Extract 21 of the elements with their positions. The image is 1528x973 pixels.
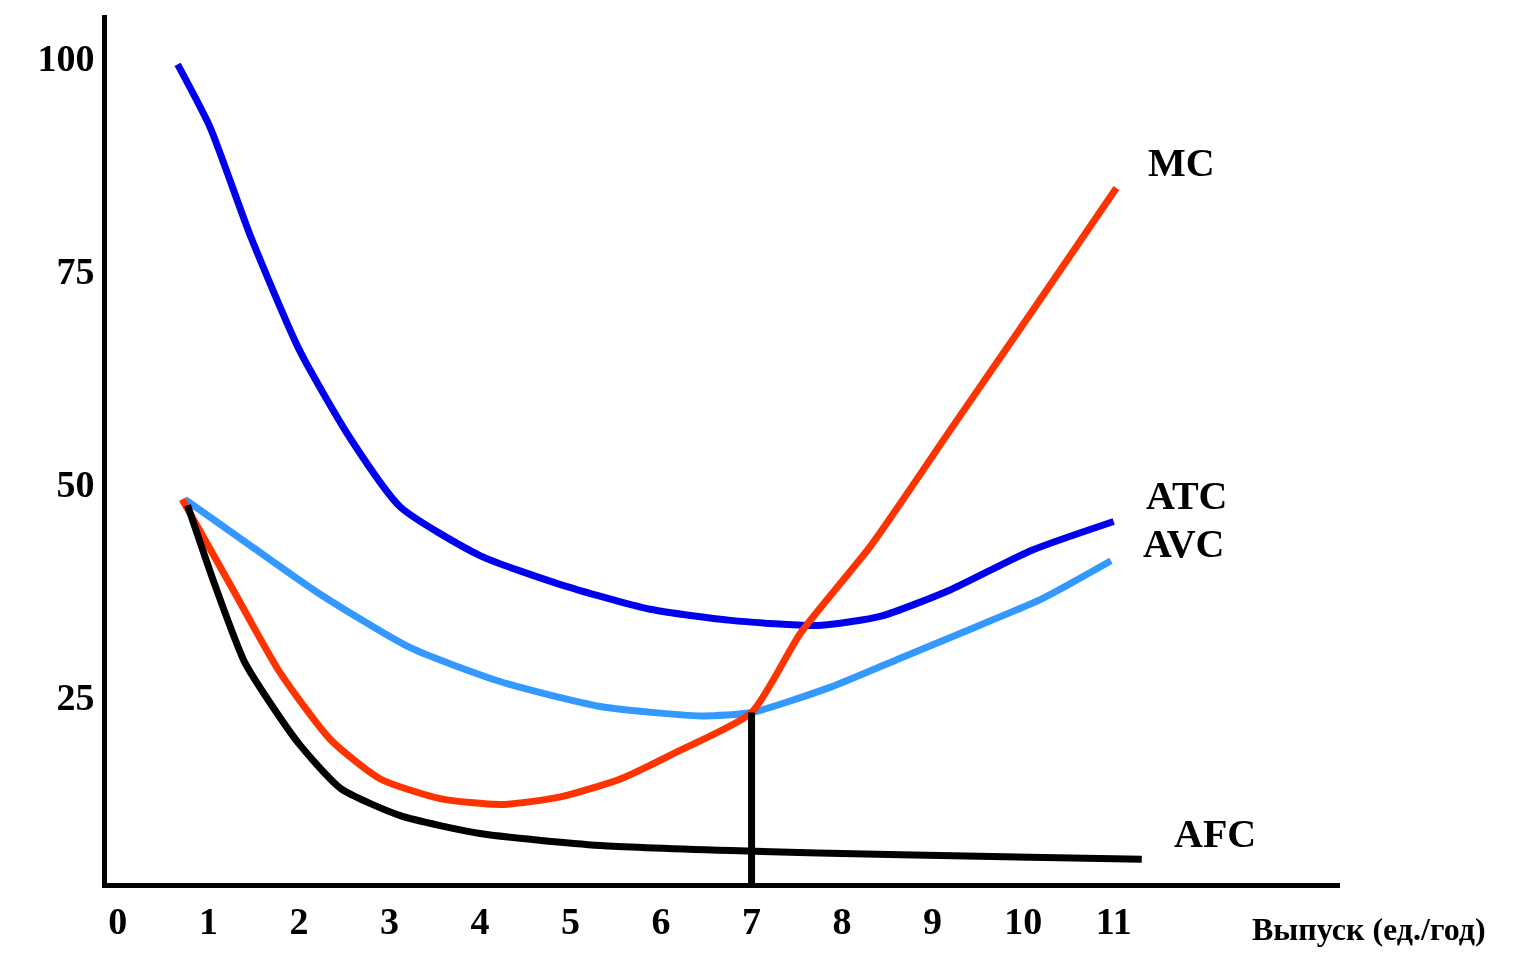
x-tick-label: 10 <box>1004 899 1043 942</box>
y-tick-label: 50 <box>56 463 95 506</box>
x-tick-label: 6 <box>651 899 671 942</box>
x-tick-label: 8 <box>832 899 852 942</box>
series-label: AFC <box>1174 811 1257 856</box>
x-tick-label: 3 <box>379 899 399 942</box>
x-tick-label: 0 <box>108 899 128 942</box>
x-tick-label: 2 <box>289 899 309 942</box>
x-tick-label: 11 <box>1095 899 1132 942</box>
x-axis-title: Выпуск (ед./год) <box>1252 911 1486 947</box>
x-tick-label: 4 <box>470 899 490 942</box>
series-label: MC <box>1148 140 1215 185</box>
series-label: AVC <box>1143 521 1225 566</box>
y-tick-label: 100 <box>37 36 95 79</box>
x-tick-label: 1 <box>198 899 218 942</box>
x-tick-label: 5 <box>561 899 581 942</box>
x-tick-label: 9 <box>923 899 943 942</box>
y-tick-label: 75 <box>56 250 95 293</box>
x-tick-label: 7 <box>742 899 762 942</box>
y-tick-label: 25 <box>56 676 95 719</box>
series-label: ATC <box>1146 473 1228 518</box>
